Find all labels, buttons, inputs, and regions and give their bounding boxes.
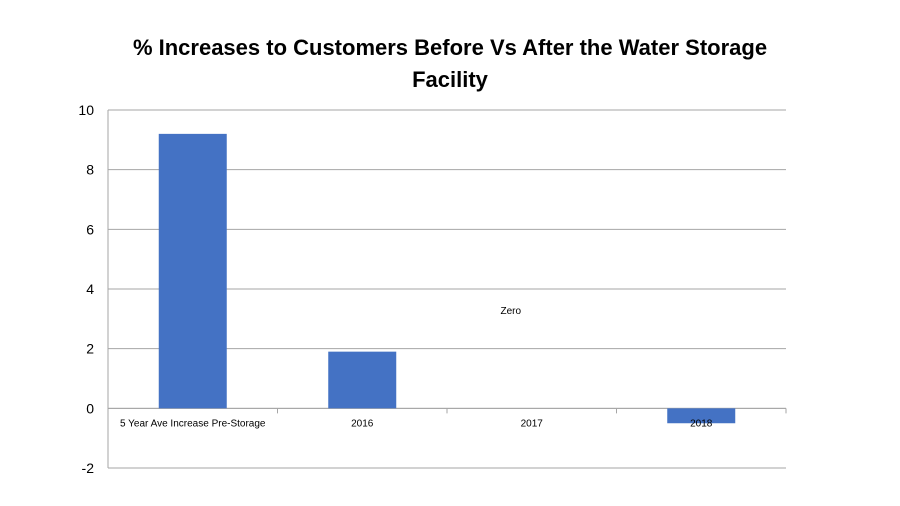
y-tick-label: 4 [86,281,94,297]
chart-title: % Increases to Customers Before Vs After… [132,35,768,92]
x-category-label: 2016 [351,418,374,429]
x-axis-ticks: 5 Year Ave Increase Pre-Storage 2016 2017 2… [120,418,713,429]
annotation-label: Zero [500,306,521,317]
annotations: Zero [500,306,521,317]
y-tick-label: 0 [86,400,94,416]
x-category-label: 2018 [690,418,713,429]
x-category-label: 5 Year Ave Increase Pre-Storage [120,418,266,429]
y-tick-label: 2 [86,341,94,357]
y-tick-label: 6 [86,221,94,237]
y-axis-ticks: -2 0 2 4 6 8 10 [78,102,94,476]
bar-0 [158,133,227,409]
y-tick-label: -2 [82,460,95,476]
y-tick-label: 10 [78,102,94,118]
bar-1 [328,351,397,409]
bar-3 [667,408,736,424]
x-category-label: 2017 [521,418,544,429]
y-tick-label: 8 [86,162,94,178]
bars [158,133,736,424]
